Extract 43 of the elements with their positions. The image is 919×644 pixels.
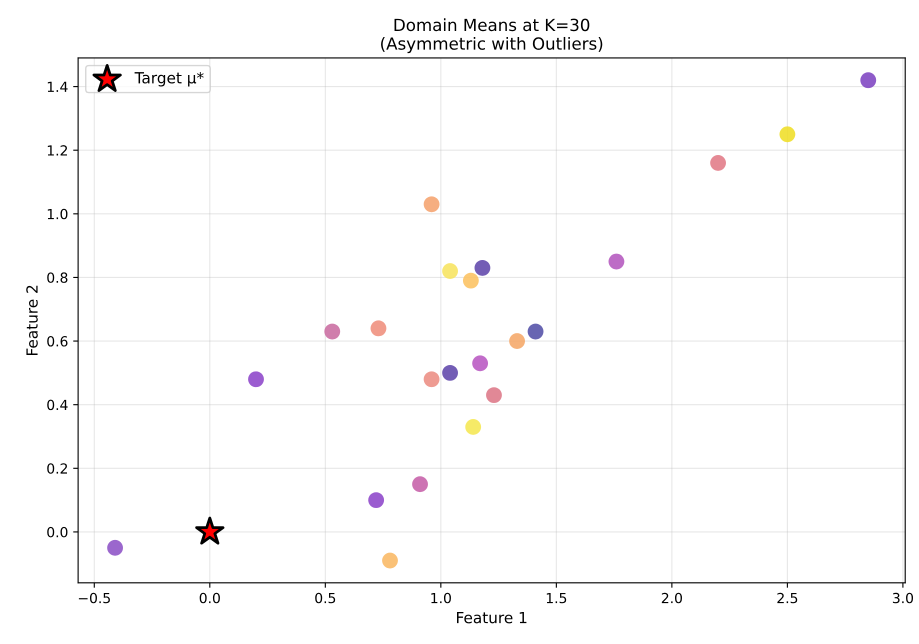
point [248, 371, 264, 388]
point [324, 324, 340, 340]
x-tick-label: 0.5 [315, 592, 336, 604]
x-tick-label: −0.5 [78, 592, 110, 604]
point [424, 196, 440, 212]
y-axis-title: Feature 2 [26, 286, 38, 356]
x-tick-label: 1.0 [431, 592, 451, 604]
y-tick-label: 0.8 [47, 272, 68, 283]
point [608, 254, 624, 270]
point [710, 155, 726, 171]
x-tick-label: 0.0 [200, 592, 220, 604]
y-tick-label: 1.2 [48, 145, 67, 156]
x-tick-label: 2.5 [777, 592, 798, 604]
point [528, 324, 544, 340]
point [107, 540, 123, 556]
point [779, 126, 796, 142]
point [442, 263, 458, 280]
point [412, 476, 428, 492]
y-tick-label: 0.6 [47, 336, 68, 347]
point [860, 72, 876, 88]
x-tick-label: 3.0 [892, 592, 914, 604]
point [486, 387, 502, 404]
x-tick-label: 1.5 [546, 592, 566, 604]
x-axis-title: Feature 1 [457, 612, 526, 624]
point [195, 516, 224, 545]
point [462, 272, 479, 289]
y-tick-label: 0.0 [47, 526, 68, 538]
point [382, 552, 398, 568]
point [424, 371, 440, 388]
legend-label: Target μ* [134, 72, 204, 86]
x-tick-label: 2.0 [662, 592, 682, 604]
point [368, 492, 384, 508]
point [509, 333, 525, 349]
y-tick-label: 1.0 [48, 208, 68, 220]
point [370, 320, 386, 336]
point [472, 355, 488, 372]
y-tick-label: 1.4 [48, 82, 68, 92]
y-tick-label: 0.4 [47, 400, 68, 410]
point [442, 364, 458, 381]
point [474, 260, 490, 276]
chart-title: Domain Means at K=30 (Asymmetric with Outliers) [381, 18, 602, 54]
y-tick-label: 0.2 [47, 463, 67, 474]
point [465, 419, 482, 435]
